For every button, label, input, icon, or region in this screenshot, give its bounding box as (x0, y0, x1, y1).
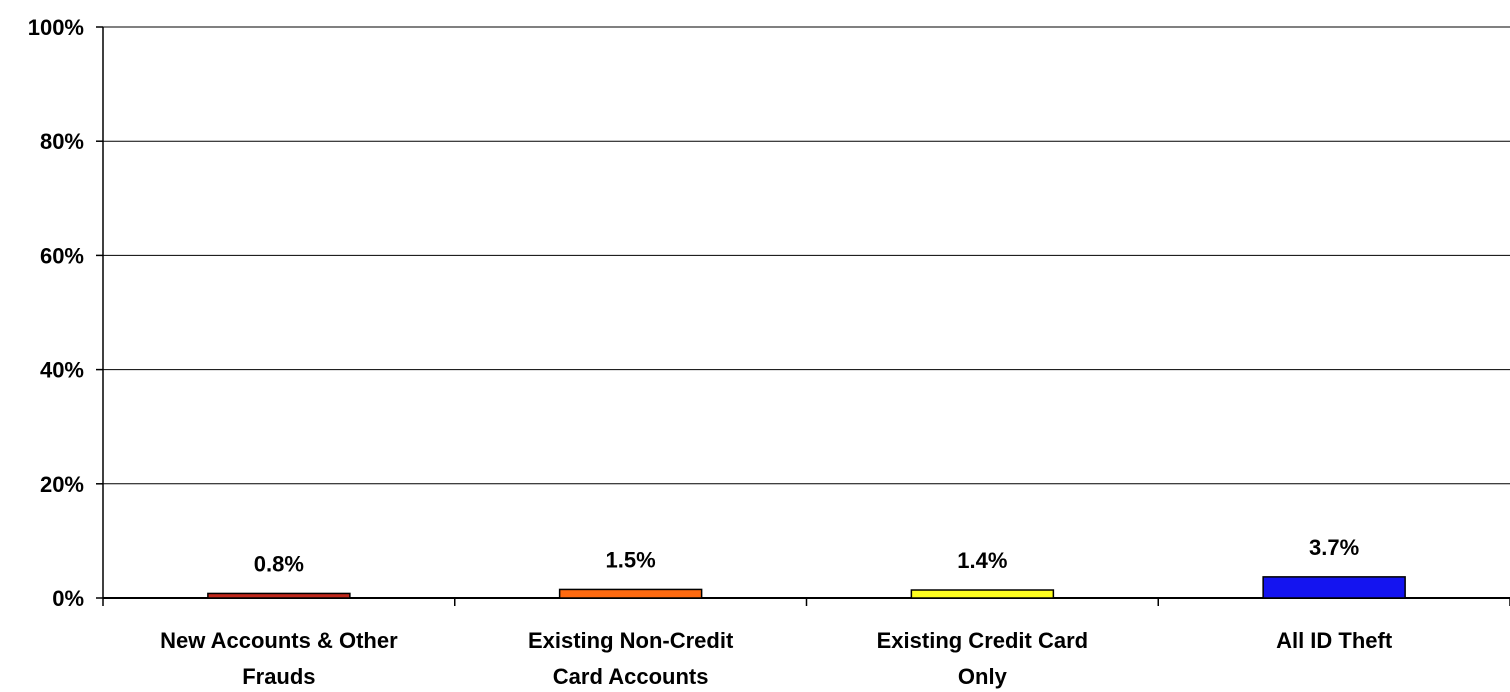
data-label: 1.5% (606, 547, 656, 572)
data-label: 3.7% (1309, 535, 1359, 560)
grid-lines (103, 26, 1510, 485)
bar (910, 589, 1055, 599)
category-label: Only (958, 664, 1008, 689)
category-label: Existing Non-Credit (528, 628, 734, 653)
bar (558, 588, 703, 599)
data-labels: 0.8% 1.5% 1.4% 3.7% (254, 535, 1359, 577)
category-label: Frauds (242, 664, 315, 689)
y-tick-label: 80% (40, 129, 84, 154)
category-label: Card Accounts (553, 664, 709, 689)
category-label: All ID Theft (1276, 628, 1393, 653)
bar (1262, 576, 1406, 599)
y-tick-label: 60% (40, 243, 84, 268)
bar (207, 592, 351, 599)
y-axis: 0% 20% 40% 60% 80% 100% (28, 15, 104, 611)
category-label: Existing Credit Card (877, 628, 1088, 653)
data-label: 1.4% (957, 548, 1007, 573)
bars (207, 576, 1406, 599)
y-tick-label: 40% (40, 358, 84, 383)
data-label: 0.8% (254, 551, 304, 576)
y-tick-label: 0% (52, 586, 84, 611)
y-tick-label: 20% (40, 472, 84, 497)
category-label: New Accounts & Other (160, 628, 398, 653)
x-axis (102, 597, 1510, 606)
y-tick-label: 100% (28, 15, 84, 40)
category-labels: New Accounts & Other Frauds Existing Non-C… (160, 628, 1393, 689)
